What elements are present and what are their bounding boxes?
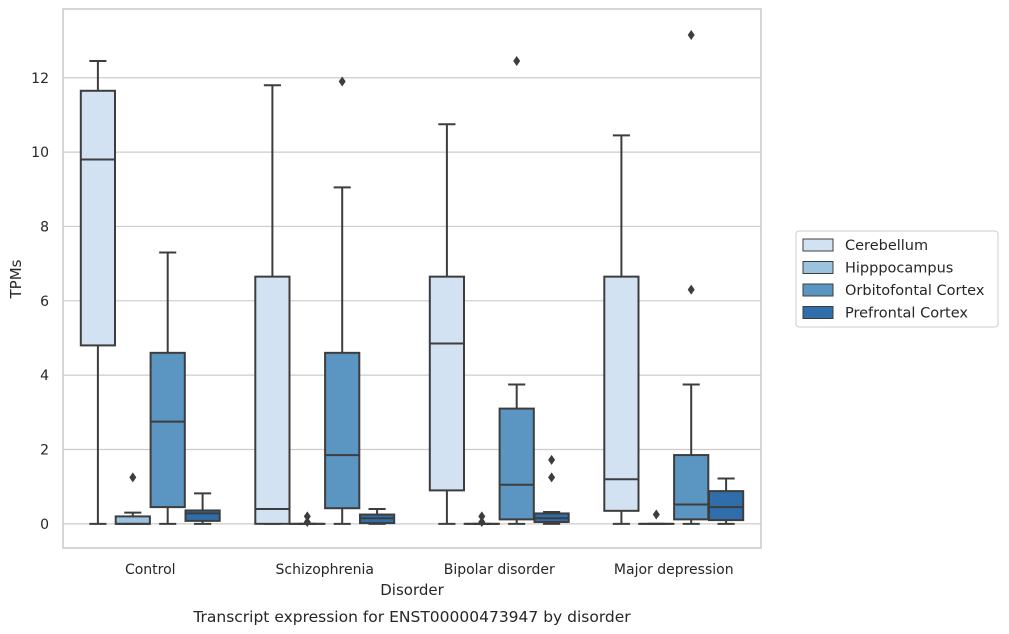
outlier-point: [478, 511, 486, 522]
box-3-1: [638, 509, 675, 525]
legend-item: Prefrontal Cortex: [802, 306, 968, 322]
x-axis-ticks: Control Schizophrenia Bipolar disorder Majo…: [125, 562, 734, 578]
legend-item: Hipppocampus: [802, 261, 953, 277]
outlier-point: [129, 472, 137, 483]
legend-swatch: [802, 283, 834, 297]
box-iqr: [603, 275, 640, 512]
outlier-point: [548, 454, 556, 465]
box-2-2: [498, 56, 535, 525]
box-iqr: [673, 454, 710, 521]
outlier-point: [303, 511, 311, 522]
y-axis-ticks: 0 2 4 6 8 10 12: [31, 71, 49, 533]
x-tick-label: Bipolar disorder: [444, 562, 555, 578]
box-2-1: [463, 511, 500, 527]
box-0-3: [184, 492, 221, 525]
figure-caption: Transcript expression for ENST0000047394…: [192, 608, 631, 626]
y-axis-label: TPMs: [7, 259, 25, 299]
outlier-point: [687, 30, 695, 41]
legend-label: Prefrontal Cortex: [845, 306, 968, 322]
box-iqr: [79, 89, 117, 347]
box-1-2: [324, 76, 361, 525]
x-tick-label: Major depression: [614, 562, 734, 578]
x-tick-label: Control: [125, 562, 176, 578]
y-tick-label: 10: [31, 145, 49, 161]
box-3-2: [673, 30, 710, 525]
box-iqr: [114, 515, 151, 525]
outlier-point: [548, 472, 556, 483]
outlier-point: [303, 516, 311, 527]
outlier-point: [513, 56, 521, 67]
box-3-0: [603, 134, 640, 525]
legend-frame: [795, 230, 999, 328]
y-tick-label: 12: [31, 71, 49, 87]
box-0-0: [79, 60, 117, 525]
box-iqr: [428, 275, 466, 492]
box-iqr: [498, 407, 535, 521]
outlier-point: [687, 284, 695, 295]
outlier-point: [338, 76, 346, 87]
legend-swatch: [802, 261, 834, 274]
legend-item: Cerebellum: [802, 238, 928, 254]
box-2-3: [533, 454, 570, 525]
y-tick-label: 2: [40, 442, 49, 458]
box-0-2: [149, 251, 186, 525]
legend-swatch: [802, 306, 834, 319]
box-1-0: [254, 84, 291, 525]
y-tick-label: 4: [40, 368, 49, 384]
box-1-1: [289, 511, 326, 527]
y-tick-label: 8: [40, 219, 49, 235]
legend-label: Hipppocampus: [845, 261, 953, 277]
box-iqr: [184, 509, 221, 522]
outlier-point: [652, 509, 660, 520]
y-tick-label: 6: [40, 294, 49, 310]
plot-frame: [62, 8, 762, 549]
legend-label: Cerebellum: [845, 238, 928, 254]
box-iqr: [324, 351, 361, 510]
box-iqr: [149, 351, 186, 509]
legend-swatch: [802, 238, 834, 252]
x-axis-label: Disorder: [380, 581, 444, 599]
box-iqr: [707, 490, 745, 522]
legend: Cerebellum Hipppocampus Orbitofontal Corte…: [795, 230, 999, 328]
box-layer: [79, 30, 745, 527]
box-iqr: [254, 275, 291, 525]
box-1-3: [358, 507, 396, 525]
box-0-1: [114, 472, 151, 525]
y-tick-label: 0: [40, 517, 49, 533]
legend-items: Cerebellum Hipppocampus Orbitofontal Corte…: [802, 238, 985, 322]
x-tick-label: Schizophrenia: [276, 562, 374, 578]
box-3-3: [707, 477, 745, 525]
box-2-0: [428, 123, 466, 525]
outlier-point: [478, 516, 486, 527]
legend-label: Orbitofontal Cortex: [845, 283, 985, 299]
legend-item: Orbitofontal Cortex: [802, 283, 985, 299]
